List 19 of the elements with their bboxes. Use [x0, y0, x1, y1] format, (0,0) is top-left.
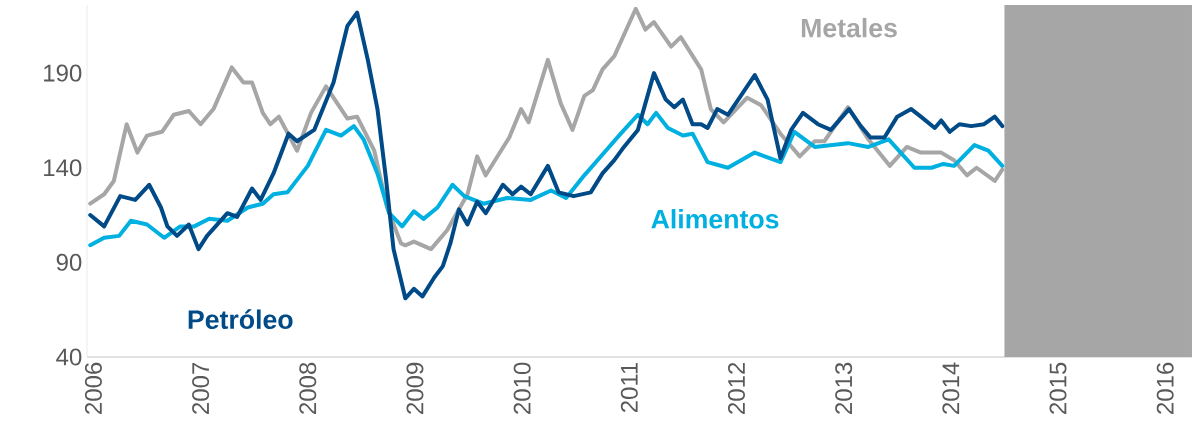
line-series	[88, 110, 1005, 248]
text: Petróleo	[188, 309, 293, 330]
x-tick-label: 2016	[1156, 362, 1174, 414]
y-tick-label: 190	[44, 64, 82, 82]
text: Metales	[801, 17, 897, 38]
x-tick-label: 2009	[406, 362, 424, 414]
y-tick-label: 140	[44, 159, 82, 177]
y-tick-label: 40	[56, 348, 82, 366]
x-tick-label: 2007	[192, 362, 210, 414]
series-label: Alimentos	[651, 209, 779, 229]
x-tick-label: 2013	[835, 362, 853, 414]
x-tick-label: 2015	[1049, 362, 1067, 414]
x-tick-label: 2014	[942, 362, 960, 414]
x-tick-label: 2010	[513, 362, 531, 414]
x-tick-label: 2006	[84, 362, 102, 414]
x-tick-label: 2012	[727, 362, 745, 414]
x-tick-label: 2008	[299, 362, 317, 414]
y-tick-label: 90	[56, 253, 82, 271]
x-tick-label: 2011	[620, 362, 638, 413]
